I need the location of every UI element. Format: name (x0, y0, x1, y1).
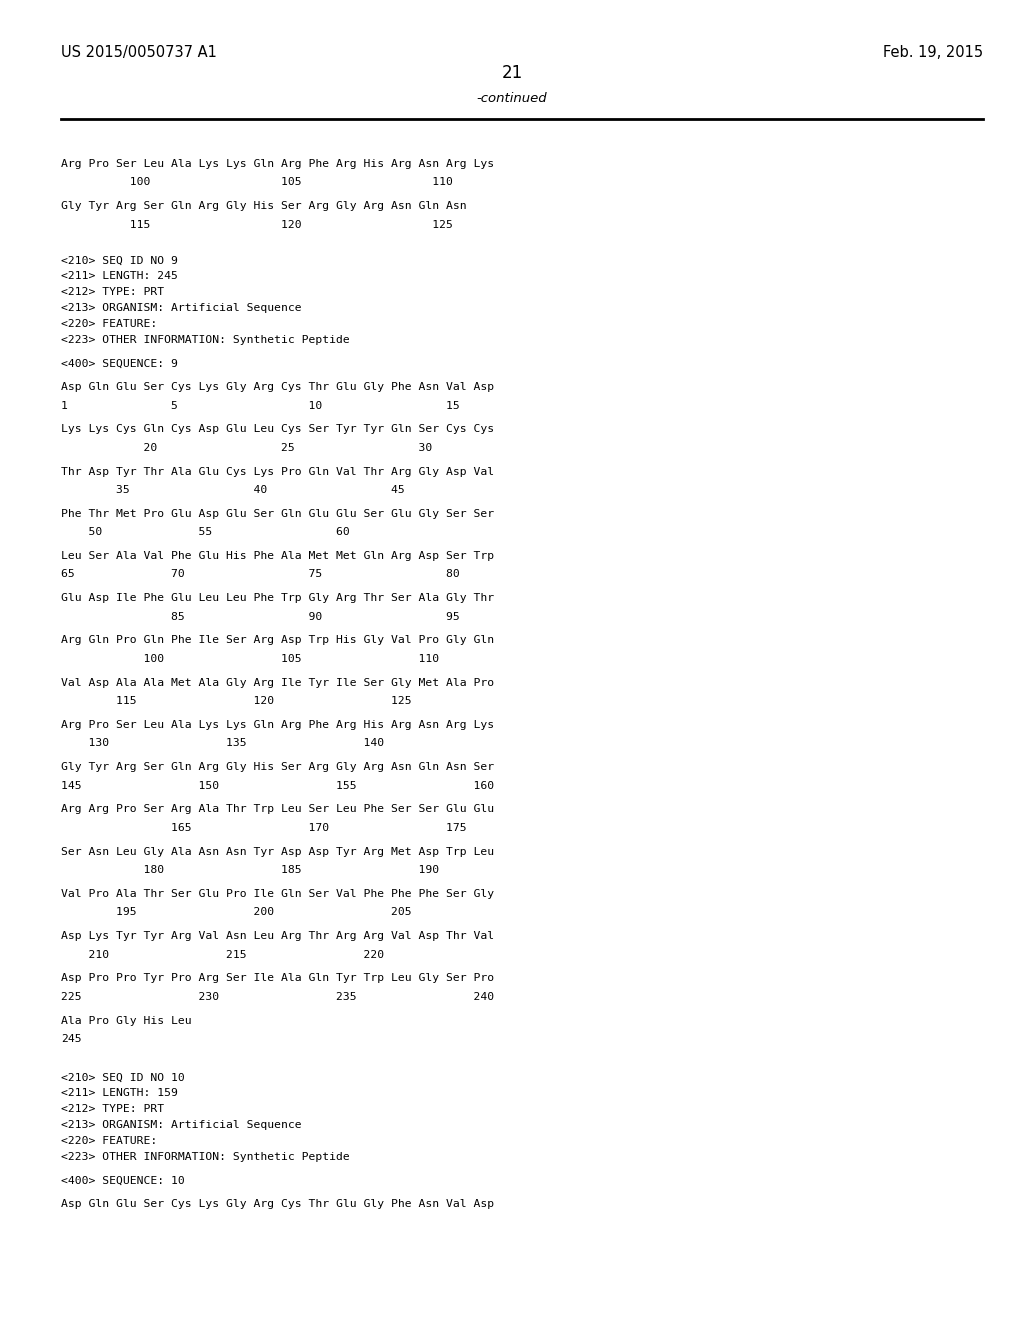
Text: <213> ORGANISM: Artificial Sequence: <213> ORGANISM: Artificial Sequence (61, 1119, 302, 1130)
Text: <212> TYPE: PRT: <212> TYPE: PRT (61, 286, 165, 297)
Text: <223> OTHER INFORMATION: Synthetic Peptide: <223> OTHER INFORMATION: Synthetic Pepti… (61, 334, 350, 345)
Text: Leu Ser Ala Val Phe Glu His Phe Ala Met Met Gln Arg Asp Ser Trp: Leu Ser Ala Val Phe Glu His Phe Ala Met … (61, 550, 495, 561)
Text: <212> TYPE: PRT: <212> TYPE: PRT (61, 1104, 165, 1114)
Text: <220> FEATURE:: <220> FEATURE: (61, 318, 158, 329)
Text: Thr Asp Tyr Thr Ala Glu Cys Lys Pro Gln Val Thr Arg Gly Asp Val: Thr Asp Tyr Thr Ala Glu Cys Lys Pro Gln … (61, 466, 495, 477)
Text: 195                 200                 205: 195 200 205 (61, 907, 412, 917)
Text: US 2015/0050737 A1: US 2015/0050737 A1 (61, 45, 217, 61)
Text: Arg Gln Pro Gln Phe Ile Ser Arg Asp Trp His Gly Val Pro Gly Gln: Arg Gln Pro Gln Phe Ile Ser Arg Asp Trp … (61, 635, 495, 645)
Text: <400> SEQUENCE: 9: <400> SEQUENCE: 9 (61, 358, 178, 368)
Text: Feb. 19, 2015: Feb. 19, 2015 (883, 45, 983, 61)
Text: 245: 245 (61, 1034, 82, 1044)
Text: 180                 185                 190: 180 185 190 (61, 865, 439, 875)
Text: Ser Asn Leu Gly Ala Asn Asn Tyr Asp Asp Tyr Arg Met Asp Trp Leu: Ser Asn Leu Gly Ala Asn Asn Tyr Asp Asp … (61, 846, 495, 857)
Text: 130                 135                 140: 130 135 140 (61, 738, 385, 748)
Text: 100                   105                   110: 100 105 110 (61, 177, 454, 187)
Text: <210> SEQ ID NO 10: <210> SEQ ID NO 10 (61, 1072, 185, 1082)
Text: <223> OTHER INFORMATION: Synthetic Peptide: <223> OTHER INFORMATION: Synthetic Pepti… (61, 1151, 350, 1162)
Text: 165                 170                 175: 165 170 175 (61, 822, 467, 833)
Text: Asp Lys Tyr Tyr Arg Val Asn Leu Arg Thr Arg Arg Val Asp Thr Val: Asp Lys Tyr Tyr Arg Val Asn Leu Arg Thr … (61, 931, 495, 941)
Text: Gly Tyr Arg Ser Gln Arg Gly His Ser Arg Gly Arg Asn Gln Asn Ser: Gly Tyr Arg Ser Gln Arg Gly His Ser Arg … (61, 762, 495, 772)
Text: 65              70                  75                  80: 65 70 75 80 (61, 569, 460, 579)
Text: <210> SEQ ID NO 9: <210> SEQ ID NO 9 (61, 255, 178, 265)
Text: Ala Pro Gly His Leu: Ala Pro Gly His Leu (61, 1015, 193, 1026)
Text: Arg Pro Ser Leu Ala Lys Lys Gln Arg Phe Arg His Arg Asn Arg Lys: Arg Pro Ser Leu Ala Lys Lys Gln Arg Phe … (61, 719, 495, 730)
Text: <211> LENGTH: 245: <211> LENGTH: 245 (61, 271, 178, 281)
Text: Glu Asp Ile Phe Glu Leu Leu Phe Trp Gly Arg Thr Ser Ala Gly Thr: Glu Asp Ile Phe Glu Leu Leu Phe Trp Gly … (61, 593, 495, 603)
Text: 145                 150                 155                 160: 145 150 155 160 (61, 780, 495, 791)
Text: <220> FEATURE:: <220> FEATURE: (61, 1135, 158, 1146)
Text: <211> LENGTH: 159: <211> LENGTH: 159 (61, 1088, 178, 1098)
Text: Val Asp Ala Ala Met Ala Gly Arg Ile Tyr Ile Ser Gly Met Ala Pro: Val Asp Ala Ala Met Ala Gly Arg Ile Tyr … (61, 677, 495, 688)
Text: <213> ORGANISM: Artificial Sequence: <213> ORGANISM: Artificial Sequence (61, 302, 302, 313)
Text: Arg Pro Ser Leu Ala Lys Lys Gln Arg Phe Arg His Arg Asn Arg Lys: Arg Pro Ser Leu Ala Lys Lys Gln Arg Phe … (61, 158, 495, 169)
Text: 21: 21 (502, 63, 522, 82)
Text: 50              55                  60: 50 55 60 (61, 527, 350, 537)
Text: Val Pro Ala Thr Ser Glu Pro Ile Gln Ser Val Phe Phe Phe Ser Gly: Val Pro Ala Thr Ser Glu Pro Ile Gln Ser … (61, 888, 495, 899)
Text: Gly Tyr Arg Ser Gln Arg Gly His Ser Arg Gly Arg Asn Gln Asn: Gly Tyr Arg Ser Gln Arg Gly His Ser Arg … (61, 201, 467, 211)
Text: Asp Pro Pro Tyr Pro Arg Ser Ile Ala Gln Tyr Trp Leu Gly Ser Pro: Asp Pro Pro Tyr Pro Arg Ser Ile Ala Gln … (61, 973, 495, 983)
Text: 225                 230                 235                 240: 225 230 235 240 (61, 991, 495, 1002)
Text: -continued: -continued (477, 92, 547, 106)
Text: 210                 215                 220: 210 215 220 (61, 949, 385, 960)
Text: Arg Arg Pro Ser Arg Ala Thr Trp Leu Ser Leu Phe Ser Ser Glu Glu: Arg Arg Pro Ser Arg Ala Thr Trp Leu Ser … (61, 804, 495, 814)
Text: Phe Thr Met Pro Glu Asp Glu Ser Gln Glu Glu Ser Glu Gly Ser Ser: Phe Thr Met Pro Glu Asp Glu Ser Gln Glu … (61, 508, 495, 519)
Text: 100                 105                 110: 100 105 110 (61, 653, 439, 664)
Text: Asp Gln Glu Ser Cys Lys Gly Arg Cys Thr Glu Gly Phe Asn Val Asp: Asp Gln Glu Ser Cys Lys Gly Arg Cys Thr … (61, 1199, 495, 1209)
Text: Lys Lys Cys Gln Cys Asp Glu Leu Cys Ser Tyr Tyr Gln Ser Cys Cys: Lys Lys Cys Gln Cys Asp Glu Leu Cys Ser … (61, 424, 495, 434)
Text: 115                   120                   125: 115 120 125 (61, 219, 454, 230)
Text: <400> SEQUENCE: 10: <400> SEQUENCE: 10 (61, 1175, 185, 1185)
Text: 115                 120                 125: 115 120 125 (61, 696, 412, 706)
Text: 85                  90                  95: 85 90 95 (61, 611, 460, 622)
Text: Asp Gln Glu Ser Cys Lys Gly Arg Cys Thr Glu Gly Phe Asn Val Asp: Asp Gln Glu Ser Cys Lys Gly Arg Cys Thr … (61, 381, 495, 392)
Text: 35                  40                  45: 35 40 45 (61, 484, 406, 495)
Text: 20                  25                  30: 20 25 30 (61, 442, 433, 453)
Text: 1               5                   10                  15: 1 5 10 15 (61, 400, 460, 411)
